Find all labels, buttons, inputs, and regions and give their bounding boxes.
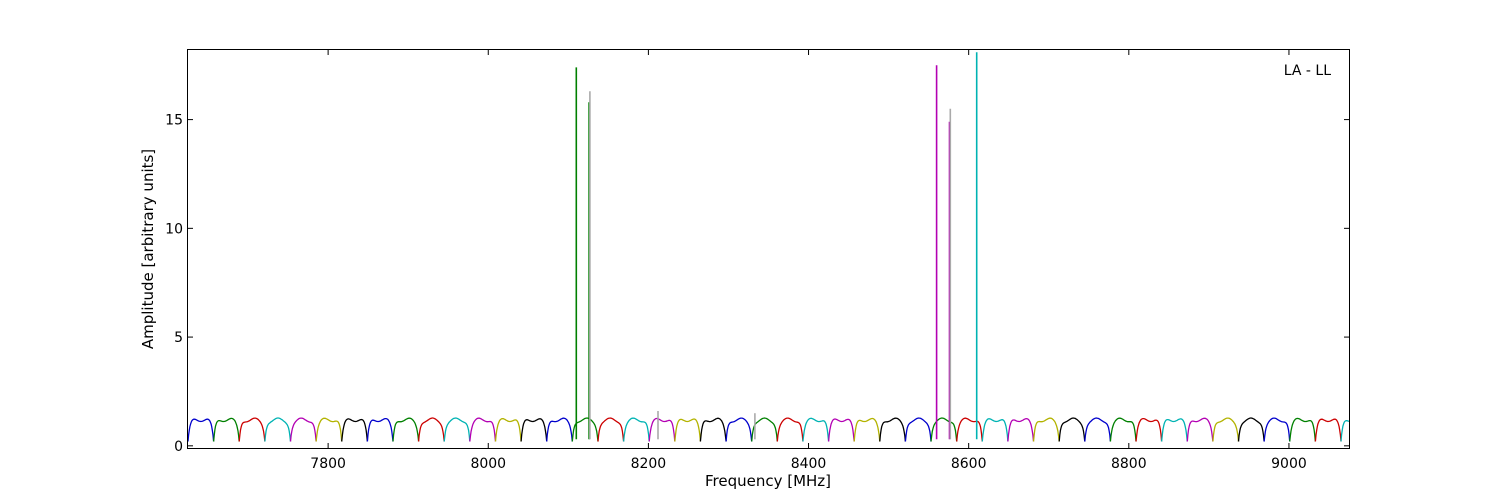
channel-line (956, 417, 983, 442)
channel-line (1289, 417, 1317, 442)
channel-line (264, 417, 292, 442)
channel-line (546, 417, 573, 442)
channel-line (1186, 417, 1214, 442)
x-tick-label: 8800 (1111, 456, 1147, 472)
channel-line (1084, 417, 1112, 442)
y-tick-label: 0 (174, 439, 183, 455)
channel-line (1314, 418, 1342, 442)
channel-line (853, 417, 881, 442)
channel-line (443, 417, 471, 442)
channel-line (392, 417, 420, 442)
channel-line (341, 418, 369, 442)
channel-line (827, 418, 855, 442)
x-tick-label: 8200 (631, 456, 667, 472)
channel-line (1237, 417, 1265, 442)
channel-line (725, 417, 753, 442)
channel-line (776, 417, 804, 442)
y-tick-label: 15 (165, 113, 183, 129)
channel-line (1135, 417, 1163, 442)
channel-line (981, 418, 1009, 442)
x-tick-label: 8600 (951, 456, 987, 472)
plot-annotation: LA - LL (1284, 63, 1331, 79)
y-tick-label: 10 (165, 221, 183, 237)
channel-line (469, 417, 497, 442)
channel-line (494, 418, 522, 442)
channel-line (188, 418, 215, 442)
channel-line (802, 417, 830, 442)
channel-line (1007, 417, 1035, 442)
channel-line (674, 418, 702, 442)
x-tick-label: 9000 (1271, 456, 1307, 472)
channel-line (751, 417, 778, 442)
channel-line (622, 417, 650, 442)
y-tick-label: 5 (174, 330, 183, 346)
x-tick-label: 8000 (470, 456, 506, 472)
x-axis: 7800 8000 8200 8400 8600 8800 9000 (310, 50, 1307, 472)
channel-line (366, 417, 394, 442)
y-axis-label: Amplitude [arbitrary units] (139, 149, 157, 349)
channel-line (1212, 417, 1240, 442)
channel-line (520, 418, 548, 442)
channel-line (212, 417, 240, 442)
plot-frame (187, 49, 1350, 449)
channel-line (1160, 418, 1188, 442)
channel-line (289, 417, 317, 442)
channel-line (315, 417, 343, 442)
channel-line (1340, 420, 1349, 442)
channel-line (930, 417, 958, 442)
channel-line (417, 417, 445, 442)
channel-line (699, 417, 727, 442)
channel-line (879, 417, 907, 442)
channel-line (1263, 417, 1291, 442)
x-tick-label: 8400 (791, 456, 827, 472)
channel-line (1032, 417, 1060, 442)
channel-line (238, 417, 266, 442)
channel-line (1109, 417, 1137, 442)
x-axis-label: Frequency [MHz] (705, 472, 831, 490)
x-tick-label: 7800 (310, 456, 346, 472)
channel-line (597, 417, 625, 442)
plot-area (188, 52, 1349, 442)
channel-line (648, 417, 676, 442)
y-axis: 0 5 10 15 (165, 113, 1349, 455)
channel-line (904, 417, 932, 442)
channel-line (1058, 417, 1086, 442)
